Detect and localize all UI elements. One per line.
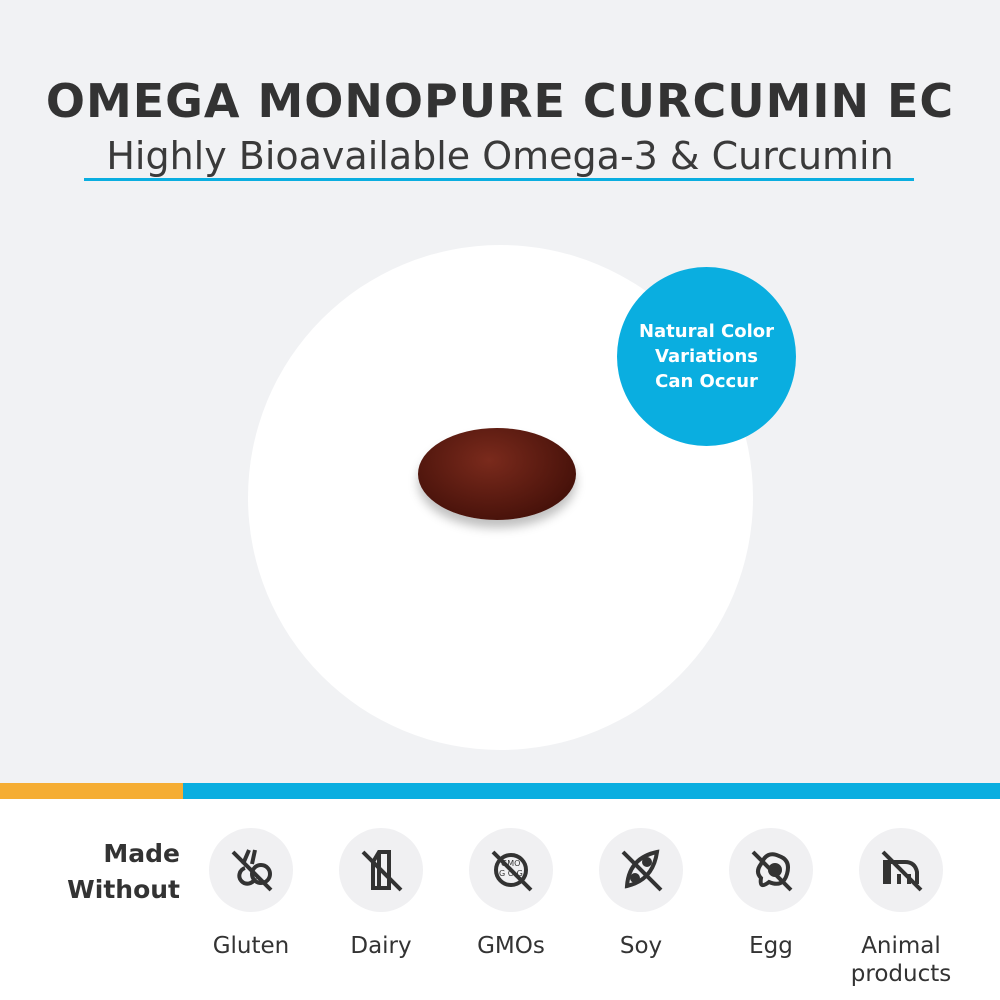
made-without-item-label: Animal products: [850, 933, 952, 987]
badge-line: Variations: [655, 346, 758, 367]
made-without-item-label: Egg: [749, 933, 793, 959]
color-variation-badge: Natural Color Variations Can Occur: [617, 267, 796, 446]
no-gmo-icon: GMO G O G: [469, 828, 553, 912]
no-dairy-icon: [339, 828, 423, 912]
badge-line: Can Occur: [655, 371, 758, 392]
svg-text:G O G: G O G: [499, 869, 523, 878]
softgel-image: [418, 428, 576, 520]
made-without-item: Dairy: [316, 828, 446, 960]
accent-bar-orange: [0, 783, 183, 799]
made-without-label: Made Without: [67, 839, 180, 904]
made-without-item: Gluten: [186, 828, 316, 960]
made-without-item-label: GMOs: [477, 933, 545, 959]
accent-bar-blue: [183, 783, 1000, 799]
made-without-item-label: Dairy: [350, 933, 412, 959]
no-soy-icon: [599, 828, 683, 912]
svg-text:GMO: GMO: [501, 859, 520, 868]
page-subtitle: Highly Bioavailable Omega-3 & Curcumin: [106, 134, 894, 178]
made-without-item-label: Gluten: [212, 933, 290, 959]
page-title: OMEGA MONOPURE CURCUMIN EC: [45, 74, 955, 128]
badge-line: Natural Color: [638, 321, 775, 342]
made-without-item: GMO G O G GMOs: [446, 828, 576, 960]
made-without-item: Soy: [576, 828, 706, 960]
made-without-item: Animal products: [836, 828, 966, 988]
no-gluten-icon: [209, 828, 293, 912]
no-animal-products-icon: [859, 828, 943, 912]
no-egg-icon: [729, 828, 813, 912]
made-without-item: Egg: [706, 828, 836, 960]
made-without-item-label: Soy: [619, 933, 663, 959]
subtitle-underline: [84, 178, 914, 181]
